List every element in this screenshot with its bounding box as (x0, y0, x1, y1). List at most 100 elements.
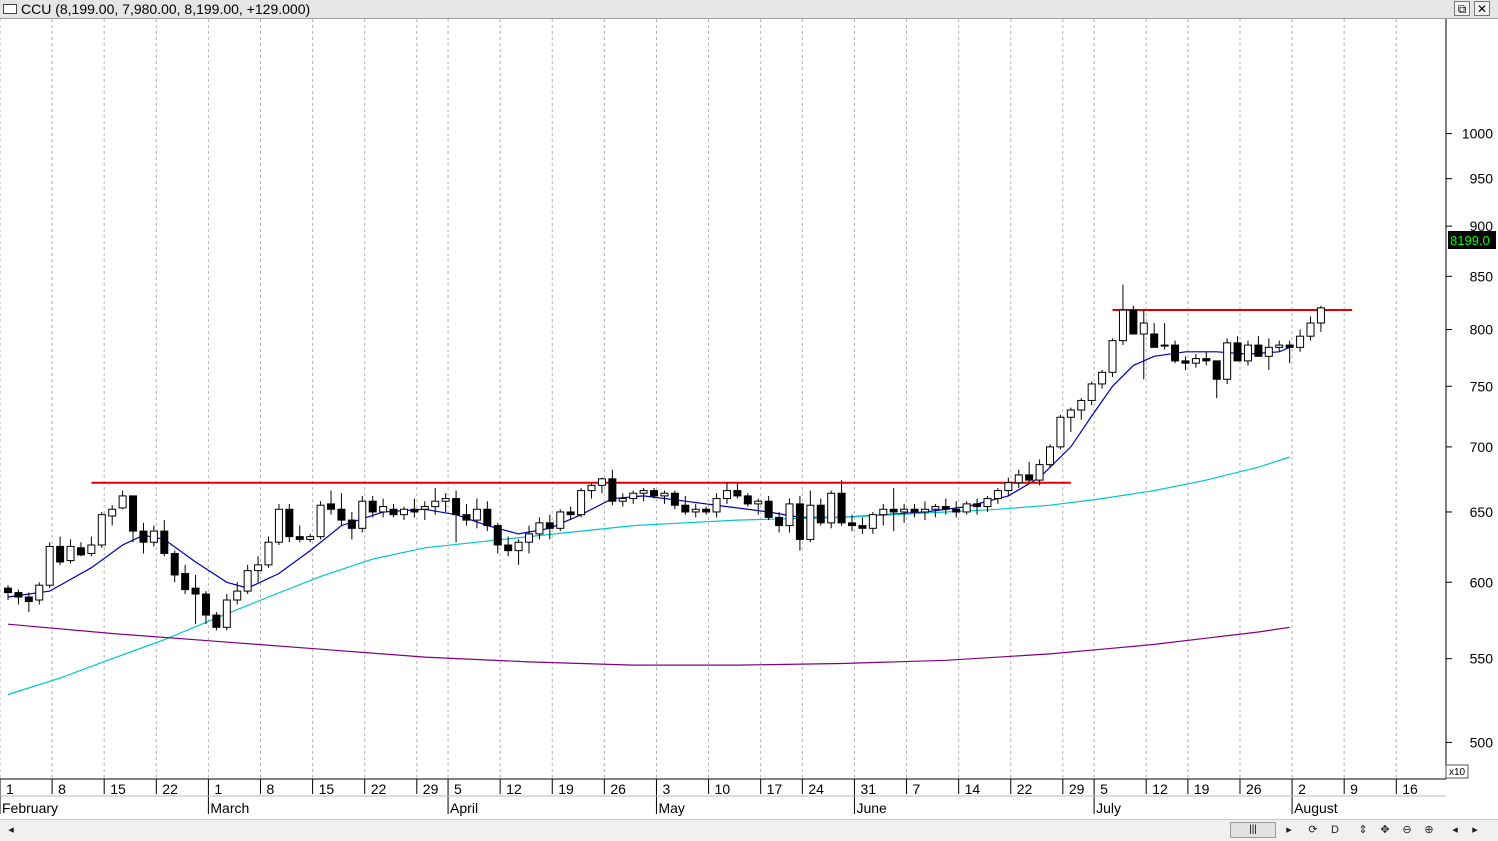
candle-body (87, 544, 96, 554)
candle-body (14, 592, 23, 598)
x-tick-label: 22 (1017, 781, 1033, 797)
move-icon[interactable]: ✥ (1380, 824, 1390, 836)
candle-body (952, 508, 961, 513)
candle-body (1098, 371, 1107, 385)
candle (462, 503, 471, 526)
candle-body (1171, 344, 1180, 362)
x-tick-label: 12 (1152, 781, 1168, 797)
y-tick-label: 750 (1470, 378, 1494, 394)
candle (900, 503, 909, 523)
close-window-button[interactable]: ✕ (1474, 1, 1490, 16)
candle-body (910, 508, 919, 513)
candle (1296, 329, 1305, 352)
period-daily-button[interactable]: D (1331, 824, 1339, 836)
candle (1108, 338, 1117, 377)
ma-lines (7, 346, 1290, 696)
scroll-left-arrow-icon[interactable]: ◂ (8, 824, 14, 836)
candle-body (337, 508, 346, 521)
x-tick-label: 16 (1402, 781, 1418, 797)
candle-body (129, 495, 138, 532)
candle-body (274, 508, 283, 543)
vertical-zoom-icon[interactable]: ⇕ (1358, 824, 1368, 836)
candle (1004, 477, 1013, 496)
candle (45, 542, 54, 589)
candle (1316, 305, 1325, 332)
candle (920, 501, 929, 521)
candle-body (212, 614, 221, 628)
candle-body (295, 536, 304, 540)
pan-right-icon[interactable]: ▸ (1472, 824, 1478, 836)
candle (785, 498, 794, 533)
candle (191, 574, 200, 625)
price-tag-box (1448, 231, 1496, 249)
candle (514, 539, 523, 565)
candle-body (1025, 474, 1034, 481)
candle-body (108, 508, 117, 517)
grid (0, 19, 1397, 779)
y-axis: 500 550 600 650 700 750 800 850 900 950 1000 (1445, 19, 1494, 779)
x-tick-label: 14 (965, 781, 981, 797)
candle-body (535, 522, 544, 535)
candle-body (1160, 344, 1169, 347)
candle (910, 503, 919, 518)
candle (222, 594, 231, 631)
candle-body (379, 506, 388, 513)
scale-multiplier[interactable]: x10 (1445, 764, 1469, 779)
candle (420, 501, 429, 521)
price-tag-label: 8199.0 (1450, 233, 1490, 248)
x-tick-label: 8 (58, 781, 66, 797)
candle (327, 490, 336, 515)
candle-body (660, 492, 669, 497)
candle (1223, 338, 1232, 384)
candle-body (962, 503, 971, 513)
candle (306, 533, 315, 543)
candle (139, 522, 148, 554)
candle-body (983, 498, 992, 508)
candle (264, 536, 273, 568)
candle-body (920, 508, 929, 513)
horizontal-scrollbar[interactable]: ◂ ||| ▸ ⟳ D ⇕ ✥ ⊖ ⊕ ◂ ▸ (0, 819, 1498, 841)
candle-body (462, 514, 471, 521)
restore-window-button[interactable]: ⧉ (1454, 1, 1470, 16)
candle-body (670, 492, 679, 506)
candle-body (806, 504, 815, 540)
ma-slow-line (7, 623, 1290, 666)
candle (743, 493, 752, 507)
candle (233, 582, 242, 605)
x-tick-label: 3 (662, 781, 670, 797)
candle-body (76, 547, 85, 556)
candle (254, 556, 263, 583)
candle (993, 487, 1002, 504)
zoom-in-icon[interactable]: ⊕ (1424, 824, 1434, 836)
candle (722, 482, 731, 504)
refresh-icon[interactable]: ⟳ (1308, 824, 1318, 836)
y-tick-label: 550 (1470, 651, 1494, 667)
candle (337, 493, 346, 526)
candle-body (545, 522, 554, 529)
candle-body (722, 490, 731, 500)
pan-left-icon[interactable]: ◂ (1452, 824, 1458, 836)
y-tick-label: 900 (1470, 218, 1494, 234)
candle-body (1129, 309, 1138, 335)
candle (201, 591, 210, 625)
candle (493, 522, 502, 554)
candle (670, 490, 679, 510)
candle (472, 498, 481, 529)
ma-mid-line (7, 456, 1290, 696)
candle-body (1306, 322, 1315, 337)
x-tick-label: 26 (1246, 781, 1262, 797)
candle-body (973, 503, 982, 508)
candle-body (66, 545, 75, 562)
x-tick-label: 7 (913, 781, 921, 797)
zoom-out-icon[interactable]: ⊖ (1402, 824, 1412, 836)
ma-fast-line (7, 346, 1290, 598)
x-tick-label: 22 (371, 781, 387, 797)
candle-body (889, 508, 898, 513)
candle (358, 495, 367, 533)
scroll-thumb[interactable]: ||| (1230, 822, 1276, 838)
candle (868, 511, 877, 534)
candle-body (702, 508, 711, 513)
y-tick-label: 500 (1470, 734, 1494, 750)
scroll-right-arrow-icon[interactable]: ▸ (1286, 824, 1292, 836)
